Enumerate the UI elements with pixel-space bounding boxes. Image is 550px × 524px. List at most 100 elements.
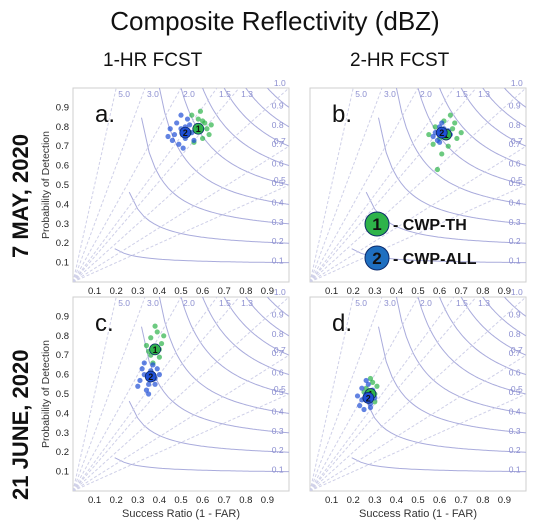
x-tick-label: 0.9 — [498, 286, 511, 297]
bias-line-label: 1.5 — [219, 298, 231, 308]
y-tick-label: 0.1 — [56, 467, 69, 478]
x-tick-label: 0.4 — [153, 495, 166, 506]
csi-curve — [266, 297, 289, 317]
mean-marker-label: 1 — [153, 345, 158, 355]
x-tick-label: 0.4 — [390, 495, 403, 506]
x-axis-label: Success Ratio (1 - FAR) — [359, 508, 477, 520]
x-tick-label: 0.3 — [131, 286, 144, 297]
bias-line — [310, 88, 383, 282]
csi-curve-label: 0.1 — [272, 256, 284, 266]
mean-marker — [144, 370, 157, 383]
csi-curve — [245, 88, 289, 128]
bias-line-label: 2.0 — [183, 89, 195, 99]
legend-badge-number: 1 — [372, 215, 381, 234]
csi-curve-label: 0.8 — [509, 329, 521, 339]
bias-line-label: 2.0 — [420, 89, 432, 99]
data-point — [439, 120, 445, 126]
panel-c: 0.1 0.2 0.3 0.4 0.5 0.6 0.7 0.8 0.9 0.5 0.7 1.0 1.3 1… — [40, 287, 290, 520]
data-point — [184, 116, 191, 122]
bias-line-label: 0.7 — [274, 345, 286, 355]
y-tick-label: 0.2 — [56, 238, 69, 249]
csi-curve-label: 0.4 — [272, 197, 284, 207]
data-point — [176, 141, 182, 147]
legend-item-1: 1 - CWP-TH — [364, 211, 467, 237]
y-tick-label: 0.4 — [56, 408, 69, 419]
csi-curve — [223, 297, 289, 356]
y-tick-label: 0.2 — [56, 447, 69, 458]
csi-curve — [245, 297, 289, 337]
bias-line-label: 5.0 — [355, 298, 367, 308]
csi-curve-label: 0.4 — [509, 406, 521, 416]
csi-curve-label: 0.4 — [509, 197, 521, 207]
data-point — [363, 377, 369, 384]
data-point — [367, 375, 374, 382]
x-tick-label: 0.7 — [218, 286, 231, 297]
csi-curve — [158, 88, 289, 205]
x-tick-label: 0.4 — [153, 286, 166, 297]
panel-d: 0.1 0.2 0.3 0.4 0.5 0.6 0.7 0.8 0.9 0.5 0.7 1.0 1.3 1… — [309, 287, 527, 520]
y-tick-label: 0.6 — [56, 161, 69, 172]
x-tick-label: 0.7 — [455, 286, 468, 297]
mean-marker-label: 2 — [183, 128, 188, 138]
mean-marker-label: 2 — [148, 372, 153, 382]
mean-marker — [435, 126, 448, 139]
bias-line — [73, 354, 289, 491]
data-point — [156, 354, 162, 360]
bias-line-label: 1.3 — [478, 298, 490, 308]
data-point — [178, 112, 184, 118]
mean-marker-label: 1 — [196, 124, 201, 134]
legend-label: - CWP-TH — [393, 217, 467, 234]
csi-curve — [351, 248, 526, 264]
data-point — [452, 120, 458, 126]
bias-line-label: 1.3 — [478, 89, 490, 99]
y-tick-label: 0.8 — [56, 122, 69, 133]
data-point — [454, 135, 460, 142]
figure-title: Composite Reflectivity (dBZ) — [110, 6, 440, 36]
data-point — [359, 385, 365, 391]
csi-curve-label: 0.9 — [509, 309, 521, 319]
x-tick-label: 0.4 — [390, 286, 403, 297]
data-point — [208, 122, 214, 128]
data-point — [361, 406, 367, 413]
data-point — [437, 139, 443, 145]
x-tick-label: 0.9 — [498, 495, 511, 506]
bias-line — [310, 145, 526, 282]
data-point — [156, 372, 162, 378]
data-point — [148, 335, 154, 341]
bias-line-label: 0.7 — [274, 136, 286, 146]
csi-curve — [365, 191, 526, 244]
data-point — [146, 381, 152, 387]
mean-marker-label: 2 — [439, 128, 444, 138]
bias-line-label: 0.5 — [511, 175, 523, 185]
data-point — [200, 135, 206, 142]
bias-line — [310, 184, 526, 282]
csi-curve-label: 0.1 — [509, 465, 521, 475]
csi-curve-label: 0.7 — [272, 139, 284, 149]
csi-curve-label: 0.2 — [272, 445, 284, 455]
mean-marker-label: 2 — [366, 393, 371, 403]
bias-line-label: 2.0 — [420, 298, 432, 308]
csi-curve — [158, 297, 289, 414]
y-tick-label: 0.7 — [56, 141, 69, 152]
panel-label: b. — [332, 101, 352, 128]
bias-line — [73, 184, 289, 282]
legend-label: - CWP-ALL — [393, 251, 477, 268]
x-tick-label: 0.2 — [347, 286, 360, 297]
bias-line-label: 5.0 — [118, 298, 130, 308]
csi-curve-label: 0.1 — [509, 256, 521, 266]
bias-line — [310, 354, 526, 491]
bias-line-label: 0.5 — [274, 175, 286, 185]
y-tick-label: 0.1 — [56, 258, 69, 269]
bias-line — [73, 297, 289, 491]
x-axis-label: Success Ratio (1 - FAR) — [122, 508, 240, 520]
bias-line — [310, 297, 383, 491]
data-point — [135, 383, 141, 389]
data-point — [426, 131, 432, 138]
panel-label: a. — [95, 101, 115, 128]
bias-line-label: 3.0 — [384, 89, 396, 99]
data-point — [158, 340, 165, 347]
data-point — [191, 137, 197, 143]
csi-curve — [417, 297, 526, 395]
csi-curve-label: 0.8 — [272, 120, 284, 130]
bias-line — [73, 297, 240, 491]
